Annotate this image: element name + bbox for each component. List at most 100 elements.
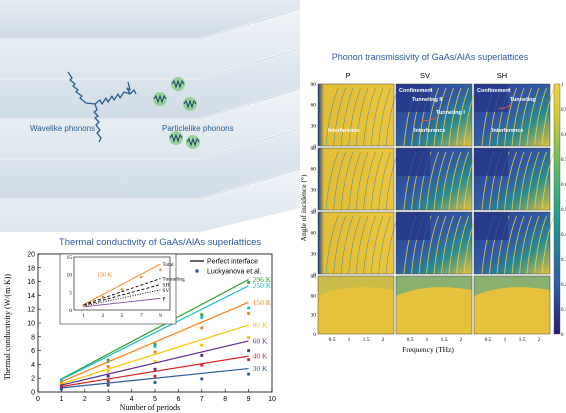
y-tick-label: 4: [31, 362, 35, 369]
interference-fringe: [340, 87, 354, 147]
data-point: [200, 363, 204, 367]
series-line: [61, 355, 249, 388]
column-label-sv: SV: [420, 71, 430, 80]
inset-line: [83, 297, 161, 308]
y-tick-label: 12: [27, 307, 35, 314]
interference-fringe: [348, 151, 361, 211]
interference-fringe: [370, 215, 384, 275]
interference-fringe: [355, 151, 369, 211]
particlelike-phonons: [153, 77, 200, 149]
interference-fringe: [355, 87, 369, 147]
y-tick-label: 14: [27, 293, 35, 300]
inset-x-tick-label: 3: [101, 313, 104, 319]
data-point: [106, 374, 110, 378]
interference-fringe: [541, 215, 555, 275]
colorbar-tick-label: 0.4: [561, 233, 566, 238]
panel-frame: [317, 275, 395, 335]
inset-x-tick-label: 5: [121, 313, 124, 319]
series-line: [61, 340, 249, 386]
interference-fringe: [426, 87, 439, 147]
tunneling-arrow: [421, 116, 439, 121]
inset-line: [83, 289, 161, 307]
x-tick-label: 0.5: [407, 337, 414, 343]
series-line: [61, 279, 249, 380]
x-tick-label: 0: [36, 396, 40, 403]
interference-fringe: [363, 151, 376, 211]
inset-temperature-label: 150 K: [97, 272, 113, 278]
x-tick-label: 0.5: [329, 337, 336, 343]
colorbar-tick-label: 0.3: [561, 258, 566, 263]
column-label-sh: SH: [497, 71, 507, 80]
x-tick-label: 4: [130, 396, 134, 403]
layer-2: [0, 10, 300, 78]
data-point: [153, 350, 157, 354]
x-tick-label: 2: [83, 396, 87, 403]
interference-fringe: [519, 87, 532, 147]
colorbar: 0 0.1 0.2 0.3 0.4 0.5 0.6 0.7 0.8 0.9 1: [553, 83, 566, 338]
interference-fringe: [541, 87, 555, 147]
interference-fringe: [504, 151, 517, 211]
transmissivity-panel: [317, 211, 399, 275]
annotation-sh-tunneling: Tunneling: [510, 97, 536, 103]
interference-fringe: [348, 215, 361, 275]
interference-fringe: [378, 87, 391, 147]
panel-annotations: Interference Confinement Tunneling II Tunne…: [328, 88, 536, 134]
interference-fringe: [519, 151, 532, 211]
x-tick-label: 2: [538, 337, 541, 343]
thermal-conductivity-chart: Thermal conductivity of GaAs/AlAs superl…: [3, 237, 276, 412]
panel-heatmap: [318, 84, 394, 146]
transmissivity-panel: [395, 83, 477, 147]
x-tick-label: 1.5: [441, 337, 448, 343]
colorbar-tick-label: 0.5: [561, 208, 566, 213]
x-tick-label: 8: [223, 396, 227, 403]
series-line: [61, 324, 249, 385]
interference-fringe: [378, 151, 391, 211]
panel-frame: [395, 83, 473, 147]
legend-label: Perfect interface: [207, 259, 258, 266]
colorbar-tick-label: 0.8: [561, 133, 566, 138]
y-axis-label: Angle of incidence (°): [299, 174, 308, 241]
panel-heatmap: [318, 276, 394, 334]
inset-line-label: Tunneling: [162, 277, 185, 283]
x-axis-label: Number of periods: [120, 403, 180, 412]
series-label: 40 K: [253, 352, 268, 361]
x-tick-label: 1: [504, 337, 507, 343]
data-point: [106, 383, 110, 387]
annotation-sh-confinement: Confinement: [477, 88, 511, 94]
data-point: [200, 315, 204, 320]
y-tick-label: 60: [311, 167, 317, 173]
interference-fringe: [325, 87, 339, 147]
y-tick-label: 20: [27, 252, 35, 259]
data-point: [247, 357, 251, 362]
y-tick-label: 30: [311, 123, 317, 129]
inset-line-label: P: [162, 296, 165, 302]
interference-fringe: [433, 87, 447, 147]
phonon-particle: [183, 97, 197, 111]
inset-data-point: [120, 288, 124, 291]
data-point: [153, 367, 157, 371]
data-point: [200, 353, 204, 358]
inset-data-point: [101, 295, 105, 299]
interference-fringe: [534, 215, 547, 275]
data-point: [59, 387, 64, 391]
layer-6: [0, 170, 300, 232]
particlelike-label: Particlelike phonons: [162, 124, 234, 133]
panel-frame: [317, 211, 395, 275]
panel-gradient: [474, 276, 550, 296]
tunneling-arrow: [497, 103, 513, 109]
interference-fringe: [325, 215, 339, 275]
inset-y-tick-label: 0: [69, 308, 72, 314]
inset-data-point: [140, 275, 143, 279]
x-tick-label: 3: [106, 396, 110, 403]
data-point: [247, 306, 251, 310]
layer-1: [0, 0, 300, 38]
confinement-region: [474, 148, 509, 176]
interference-fringe: [426, 215, 439, 275]
legend-marker-swatch: [195, 269, 199, 273]
confinement-region: [474, 212, 509, 240]
phonon-particle: [186, 135, 200, 149]
annotation-sv-tunneling-i: Tunneling I: [436, 110, 465, 116]
y-tick-label: 90: [311, 274, 317, 280]
y-tick-label: 0: [313, 144, 316, 150]
interference-fringe: [370, 151, 384, 211]
